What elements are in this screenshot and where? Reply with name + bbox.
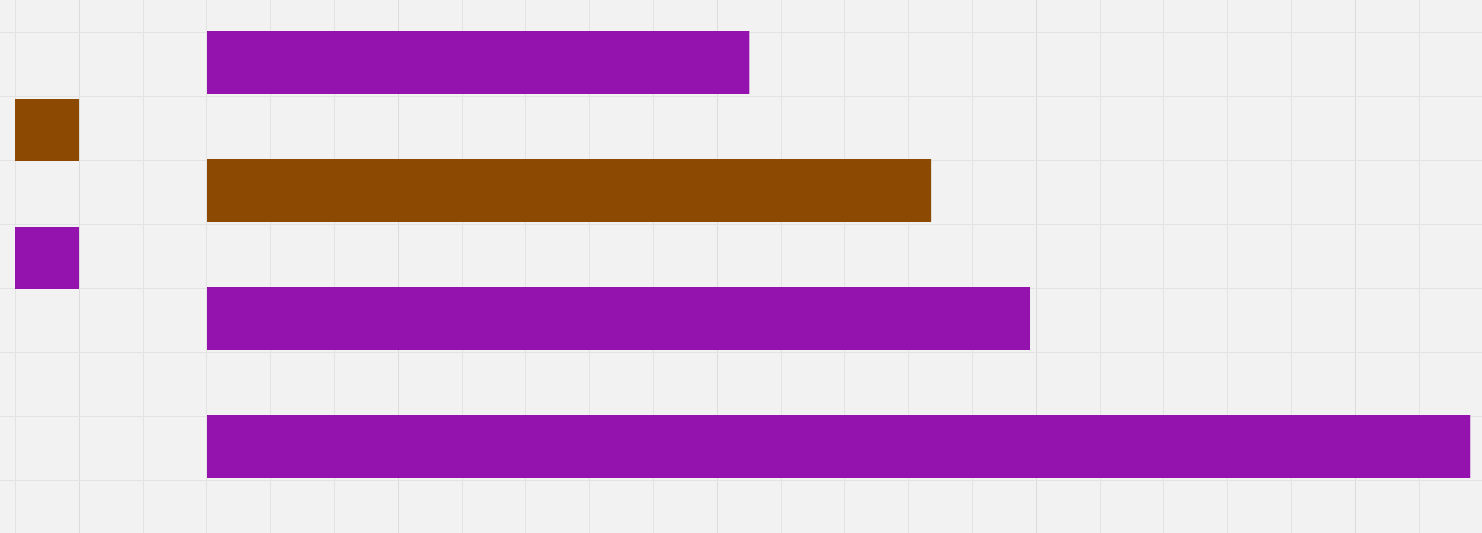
- bar: [207, 415, 1471, 478]
- bar: [207, 287, 1031, 350]
- bar: [207, 159, 932, 222]
- bar: [207, 31, 750, 94]
- legend-swatch: [15, 99, 79, 161]
- legend: [15, 99, 79, 289]
- legend-swatch: [15, 227, 79, 289]
- bars: [207, 31, 1471, 478]
